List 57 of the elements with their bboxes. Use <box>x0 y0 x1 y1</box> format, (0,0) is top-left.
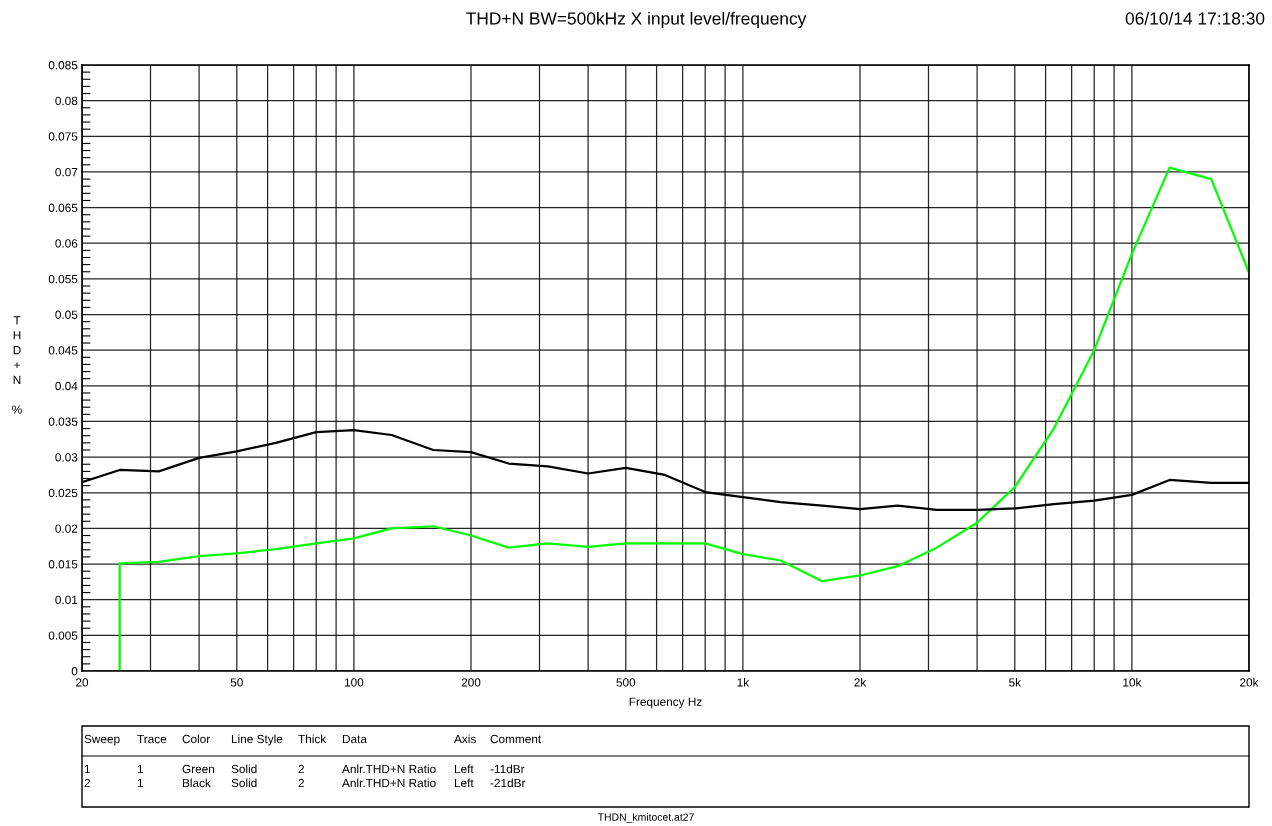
text: -11dBr <box>490 764 525 774</box>
text: Sweep <box>84 734 120 746</box>
text: Data <box>342 734 367 744</box>
text: Solid <box>231 764 257 774</box>
text: Trace <box>137 734 167 744</box>
y-tick-label: 0.02 <box>55 524 78 533</box>
text: 1 <box>137 778 143 788</box>
y-tick-label: 0 <box>71 667 78 676</box>
x-tick-label: 20k <box>1240 677 1259 687</box>
y-tick-label: 0.04 <box>55 381 78 391</box>
text: Green <box>182 764 215 774</box>
y-tick-label: 0.06 <box>55 239 78 248</box>
text: 2 <box>298 778 304 788</box>
x-axis-title: Frequency Hz <box>629 697 702 709</box>
text: Solid <box>231 778 257 788</box>
x-tick-label: 200 <box>461 678 481 687</box>
chart-title: THD+N BW=500kHz X input level/frequency <box>466 11 807 29</box>
y-tick-label: 0.075 <box>48 132 78 141</box>
text: Left <box>454 764 474 774</box>
y-tick-label: 0.055 <box>48 274 78 284</box>
text: Thick <box>298 734 327 744</box>
y-tick-label: 0.01 <box>55 595 78 605</box>
text: Comment <box>490 734 542 744</box>
y-tick-label: 0.015 <box>48 560 78 569</box>
text: THD+N % <box>12 316 22 414</box>
x-tick-label: 100 <box>344 678 364 687</box>
x-tick-label: 20 <box>76 678 89 687</box>
x-tick-label: 1k <box>737 677 750 687</box>
text: Axis <box>454 734 476 744</box>
x-tick-label: 50 <box>230 678 243 687</box>
text: 2 <box>84 778 90 788</box>
text: Black <box>182 778 211 788</box>
y-tick-label: 0.005 <box>48 631 78 640</box>
x-tick-label: 5k <box>1009 677 1022 687</box>
text: Anlr.THD+N Ratio <box>342 764 436 774</box>
text: Anlr.THD+N Ratio <box>342 778 436 788</box>
y-tick-label: 0.05 <box>55 310 78 319</box>
text: 1 <box>84 764 90 774</box>
y-tick-label: 0.085 <box>48 61 78 70</box>
y-tick-label: 0.065 <box>48 203 78 212</box>
text: -21dBr <box>490 778 526 788</box>
x-tick-label: 10k <box>1123 677 1142 687</box>
y-tick-label: 0.025 <box>48 488 78 498</box>
y-tick-label: 0.08 <box>55 96 78 106</box>
text: 2 <box>298 764 304 774</box>
y-tick-label: 0.035 <box>48 417 78 426</box>
text: 06/10/14 17:18:30 <box>1125 11 1265 25</box>
text: Color <box>182 734 211 744</box>
text: THDN_kmitocet.at27 <box>597 813 694 823</box>
x-tick-label: 2k <box>854 677 867 687</box>
x-tick-label: 500 <box>616 678 636 687</box>
text: Line Style <box>231 734 283 746</box>
y-tick-label: 0.07 <box>55 167 78 177</box>
text: Left <box>454 778 474 788</box>
y-tick-label: 0.045 <box>48 346 78 355</box>
text: 1 <box>137 764 143 774</box>
y-tick-label: 0.03 <box>55 453 78 462</box>
